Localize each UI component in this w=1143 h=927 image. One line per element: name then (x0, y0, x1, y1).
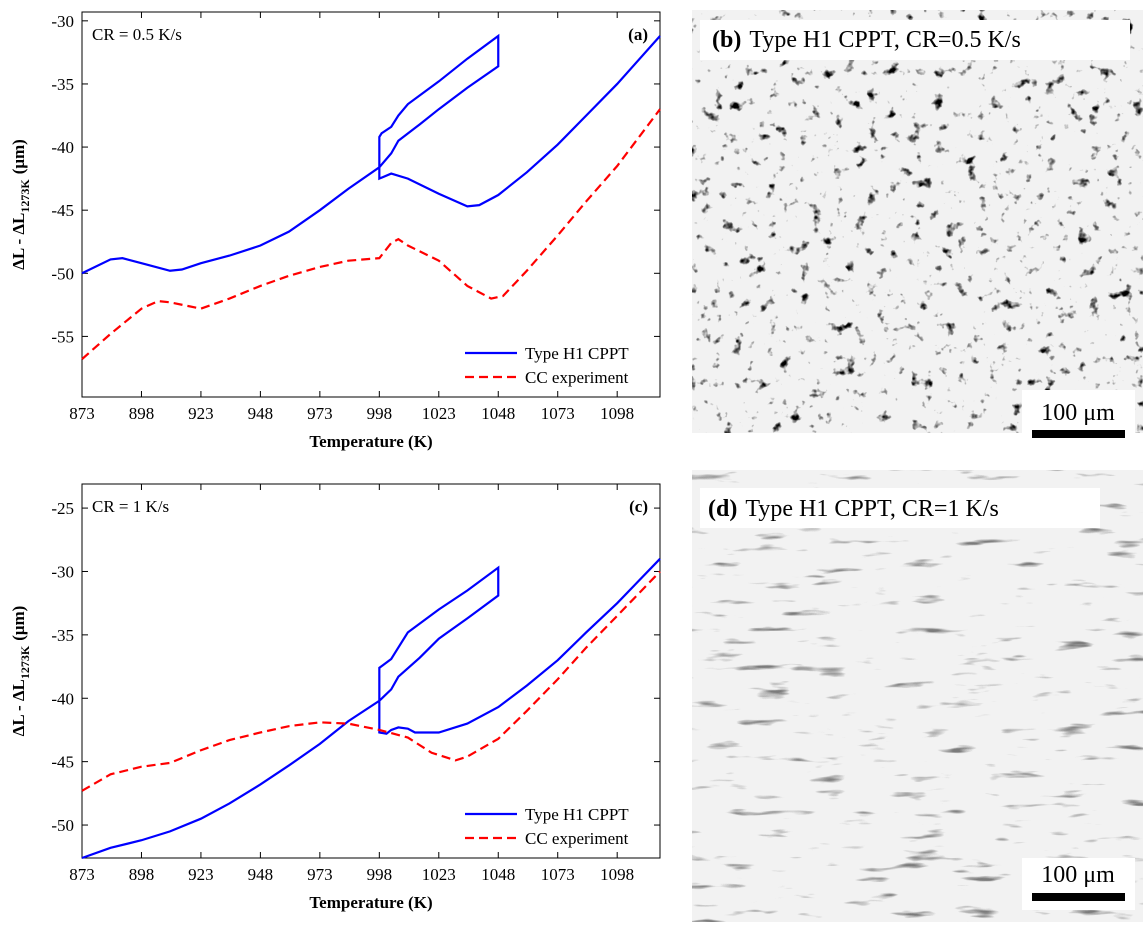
y-axis-title-unit: (μm) (9, 606, 28, 641)
y-tick-label: -50 (51, 264, 74, 283)
x-tick-label: 1073 (541, 865, 575, 884)
x-tick-label: 998 (367, 865, 393, 884)
y-tick-label: -30 (51, 562, 74, 581)
x-tick-label: 898 (129, 404, 155, 423)
x-tick-label: 973 (307, 404, 333, 423)
x-tick-label: 1098 (600, 404, 634, 423)
micrograph-d: (d) Type H1 CPPT, CR=1 K/s 100 μm (692, 470, 1143, 922)
y-axis-title-unit: (μm) (9, 139, 28, 174)
y-tick-label: -35 (51, 75, 74, 94)
x-tick-label: 873 (69, 404, 95, 423)
x-tick-label: 1048 (481, 865, 515, 884)
y-axis-title-main: ΔL - ΔL (9, 213, 28, 270)
x-tick-label: 1098 (600, 865, 634, 884)
y-tick-label: -45 (51, 753, 74, 772)
x-tick-label: 898 (129, 865, 155, 884)
scale-box (1022, 858, 1135, 910)
caption-box (700, 488, 1100, 528)
panel-label: (c) (629, 497, 648, 516)
micrograph-caption: (d) Type H1 CPPT, CR=1 K/s (708, 496, 999, 522)
micrograph-text: Type H1 CPPT, CR=0.5 K/s (749, 27, 1020, 53)
x-axis-title: Temperature (K) (309, 893, 432, 912)
y-tick-label: -35 (51, 626, 74, 645)
x-tick-label: 923 (188, 865, 214, 884)
y-tick-label: -40 (51, 138, 74, 157)
annotation: CR = 1 K/s (92, 497, 169, 516)
micrograph-caption: (b) Type H1 CPPT, CR=0.5 K/s (712, 27, 1021, 53)
x-tick-label: 923 (188, 404, 214, 423)
plot-frame (81, 483, 661, 859)
data-line (81, 570, 661, 792)
caption-box (700, 20, 1130, 60)
x-tick-label: 973 (307, 865, 333, 884)
y-tick-label: -30 (51, 12, 74, 31)
legend-label: CC experiment (525, 829, 629, 848)
scale-bar (1032, 893, 1125, 901)
x-tick-label: 948 (248, 865, 274, 884)
line-chart: 873 898 923 948 973 998 1023 1048 1073 1098 -50 -45… (9, 483, 661, 912)
micrograph-b: (b) Type H1 CPPT, CR=0.5 K/s 100 μm (692, 10, 1143, 442)
scale-bar (1032, 430, 1125, 438)
x-tick-label: 948 (248, 404, 274, 423)
y-axis-title: ΔL - ΔL1273K (μm) (9, 139, 32, 270)
y-axis-title-sub: 1273K (18, 645, 32, 679)
x-axis-title: Temperature (K) (309, 432, 432, 451)
x-tick-label: 1023 (422, 404, 456, 423)
x-tick-label: 1048 (481, 404, 515, 423)
micrograph-texture (692, 10, 1143, 433)
annotation: CR = 0.5 K/s (92, 25, 182, 44)
y-tick-label: -50 (51, 816, 74, 835)
x-tick-label: 1023 (422, 865, 456, 884)
micrograph-label: (b) (712, 27, 741, 53)
scale-bar-label: 100 μm (1041, 862, 1115, 888)
data-line (81, 33, 661, 275)
y-axis-title-sub: 1273K (18, 179, 32, 213)
y-axis-title: ΔL - ΔL1273K (μm) (9, 606, 32, 737)
x-tick-label: 1073 (541, 404, 575, 423)
micrograph-texture (692, 470, 1143, 922)
panel-label: (a) (628, 25, 648, 44)
plot-frame (81, 11, 661, 398)
legend-label: CC experiment (525, 368, 629, 387)
data-line (81, 558, 661, 860)
y-tick-label: -55 (51, 327, 74, 346)
y-tick-label: -25 (51, 499, 74, 518)
legend-label: Type H1 CPPT (525, 344, 629, 363)
scale-bar-label: 100 μm (1041, 400, 1115, 426)
y-axis-title-main: ΔL - ΔL (9, 679, 28, 736)
x-tick-label: 998 (367, 404, 393, 423)
x-tick-label: 873 (69, 865, 95, 884)
y-tick-label: -45 (51, 201, 74, 220)
micrograph-text: Type H1 CPPT, CR=1 K/s (745, 496, 998, 522)
micrograph-label: (d) (708, 496, 737, 522)
y-tick-label: -40 (51, 689, 74, 708)
line-chart: 873 898 923 948 973 998 1023 1048 1073 1098 -55 -50… (9, 11, 661, 451)
data-line (81, 108, 661, 360)
legend-label: Type H1 CPPT (525, 805, 629, 824)
